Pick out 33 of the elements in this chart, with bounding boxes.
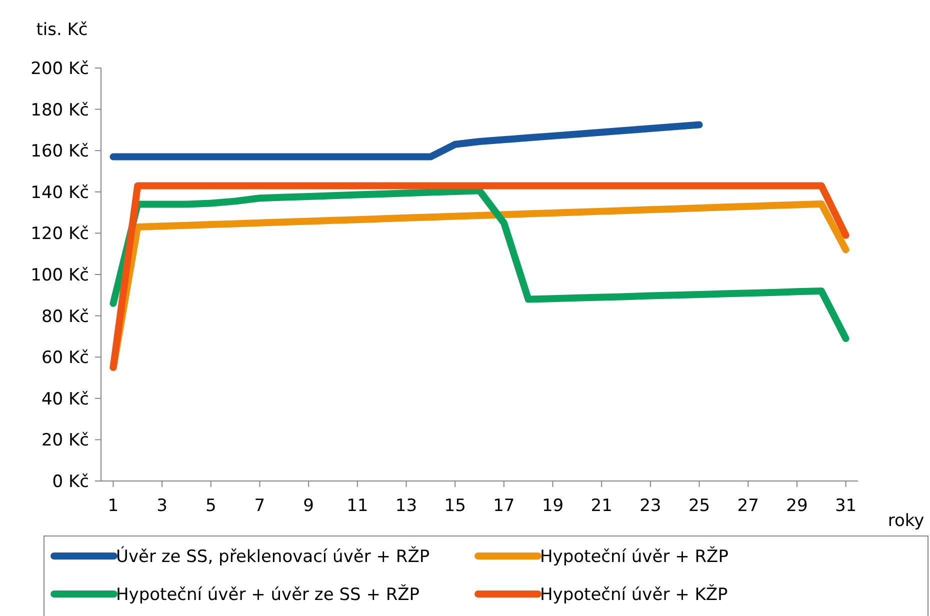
x-tick-label: 21 [590, 496, 612, 516]
x-tick-label: 23 [640, 496, 662, 516]
x-tick-label: 19 [542, 496, 564, 516]
y-tick-label: 160 Kč [30, 142, 89, 162]
y-tick-label: 60 Kč [41, 348, 89, 368]
x-tick-label: 29 [786, 496, 808, 516]
y-axis-title: tis. Kč [36, 20, 88, 40]
y-tick-label: 200 Kč [30, 58, 89, 79]
x-tick-label: 1 [108, 496, 119, 516]
x-tick-label: 17 [493, 496, 515, 516]
y-tick-label: 120 Kč [30, 224, 89, 244]
legend-label: Hypoteční úvěr + RŽP [540, 546, 728, 567]
x-tick-label: 3 [156, 496, 168, 516]
legend-label: Hypoteční úvěr + KŽP [540, 584, 728, 605]
legend-label: Úvěr ze SS, překlenovací úvěr + RŽP [116, 546, 430, 567]
x-tick-label: 11 [346, 496, 368, 516]
legend-label: Hypoteční úvěr + úvěr ze SS + RŽP [116, 584, 420, 605]
y-tick-label: 180 Kč [30, 100, 89, 120]
y-tick-label: 20 Kč [41, 430, 89, 451]
x-tick-label: 9 [303, 496, 314, 516]
y-tick-label: 100 Kč [30, 265, 89, 286]
x-tick-label: 25 [688, 496, 710, 516]
x-axis-title: roky [888, 511, 924, 531]
y-tick-label: 40 Kč [41, 389, 89, 410]
x-tick-label: 5 [205, 496, 216, 516]
x-tick-label: 15 [444, 496, 466, 516]
y-tick-label: 80 Kč [41, 306, 89, 327]
x-tick-label: 31 [834, 496, 857, 516]
x-tick-label: 7 [254, 496, 266, 516]
x-tick-label: 27 [737, 496, 759, 516]
y-tick-label: 0 Kč [52, 472, 89, 492]
y-tick-label: 140 Kč [30, 182, 89, 203]
x-tick-label: 13 [395, 496, 418, 516]
